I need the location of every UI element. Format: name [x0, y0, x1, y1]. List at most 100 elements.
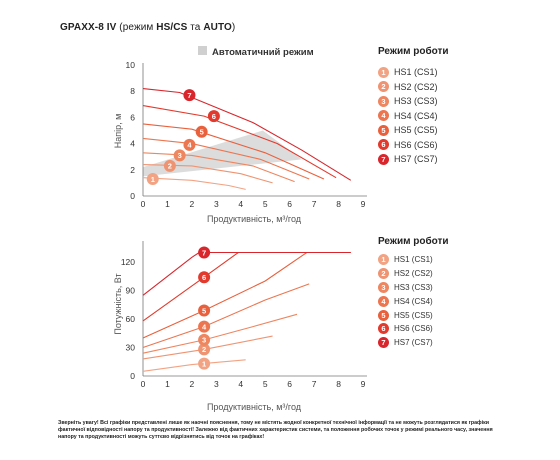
- head-legend-title: Режим роботи: [378, 46, 449, 57]
- series-marker-hs6: [198, 271, 211, 284]
- x-tick-label: 7: [312, 379, 317, 389]
- series-marker-hs1: [198, 357, 211, 370]
- y-tick-label: 120: [121, 257, 135, 267]
- x-tick-label: 2: [190, 199, 195, 209]
- legend-item-hs1: 1 HS1 (CS1): [378, 65, 449, 80]
- legend-badge: 6: [378, 323, 389, 335]
- y-tick-label: 10: [126, 60, 136, 70]
- legend-item-hs1: 1 HS1 (CS1): [378, 253, 449, 267]
- legend-badge: 7: [378, 337, 389, 349]
- series-marker-hs5: [198, 304, 211, 317]
- series-marker-label: 3: [178, 151, 182, 160]
- series-line-hs7: [142, 88, 352, 181]
- legend-badge: 1: [378, 66, 389, 78]
- legend-item-hs5: 5 HS5 (CS5): [378, 123, 449, 138]
- series-line-hs7: [142, 251, 351, 296]
- legend-badge: 7: [378, 153, 389, 165]
- x-tick-label: 2: [190, 379, 195, 389]
- head-y-label: Напір, м: [113, 114, 123, 149]
- y-tick-label: 30: [126, 343, 136, 353]
- auto-mode-region: [143, 130, 302, 177]
- series-marker-hs4: [183, 138, 196, 151]
- x-tick-label: 1: [165, 199, 170, 209]
- power-x-label: Продуктивність, м³/год: [207, 402, 302, 412]
- y-tick-label: 4: [130, 139, 135, 149]
- power-legend-title: Режим роботи: [378, 236, 449, 247]
- legend-badge: 6: [378, 139, 389, 151]
- series-marker-hs5: [195, 125, 208, 138]
- y-tick-label: 8: [130, 86, 135, 96]
- legend-badge: 2: [378, 81, 389, 93]
- legend-badge: 4: [378, 295, 389, 307]
- series-marker-label: 6: [212, 112, 216, 121]
- legend-badge: 3: [378, 95, 389, 107]
- series-marker-label: 2: [202, 345, 206, 354]
- legend-label: HS5 (CS5): [394, 125, 438, 136]
- legend-item-hs2: 2 HS2 (CS2): [378, 267, 449, 281]
- series-marker-label: 4: [187, 141, 192, 150]
- series-line-hs1: [142, 177, 246, 190]
- auto-legend-swatch: [198, 46, 207, 55]
- legend-item-hs7: 7 HS7 (CS7): [378, 336, 449, 350]
- series-marker-label: 5: [202, 306, 206, 315]
- legend-label: HS5 (CS5): [394, 310, 433, 320]
- y-tick-label: 60: [126, 314, 136, 324]
- legend-label: HS2 (CS2): [394, 81, 438, 92]
- legend-badge: 3: [378, 281, 389, 293]
- series-marker-label: 5: [200, 128, 204, 137]
- legend-item-hs5: 5 HS5 (CS5): [378, 308, 449, 322]
- head-legend: Режим роботи 1 HS1 (CS1) 2 HS2 (CS2) 3 HS3 (C…: [378, 46, 449, 167]
- x-tick-label: 5: [263, 199, 268, 209]
- y-tick-label: 0: [130, 191, 135, 201]
- legend-label: HS4 (CS4): [394, 110, 438, 121]
- legend-label: HS6 (CS6): [394, 139, 438, 150]
- series-line-hs4: [142, 283, 310, 349]
- legend-item-hs4: 4 HS4 (CS4): [378, 109, 449, 124]
- x-tick-label: 9: [361, 379, 366, 389]
- head-x-label: Продуктивність, м³/год: [207, 214, 302, 224]
- x-tick-label: 3: [214, 199, 219, 209]
- legend-badge: 5: [378, 124, 389, 136]
- series-marker-hs3: [173, 149, 186, 162]
- legend-label: HS3 (CS3): [394, 282, 433, 292]
- series-marker-hs7: [183, 89, 196, 102]
- x-tick-label: 0: [141, 379, 146, 389]
- series-marker-hs3: [198, 333, 211, 346]
- legend-label: HS7 (CS7): [394, 338, 433, 348]
- series-marker-label: 3: [202, 336, 206, 345]
- y-tick-label: 0: [130, 371, 135, 381]
- legend-label: HS4 (CS4): [394, 296, 433, 306]
- title-middle: (режим: [119, 22, 157, 33]
- x-tick-label: 8: [336, 199, 341, 209]
- disclaimer-note: Зверніть увагу! Всі графіки представлені…: [58, 420, 493, 440]
- title-suffix: ): [231, 22, 236, 33]
- x-tick-label: 5: [263, 379, 268, 389]
- title-hs: HS/CS: [156, 22, 188, 33]
- legend-item-hs6: 6 HS6 (CS6): [378, 138, 449, 153]
- series-marker-label: 1: [151, 175, 155, 184]
- legend-item-hs4: 4 HS4 (CS4): [378, 294, 449, 308]
- title-auto: AUTO: [203, 22, 232, 33]
- legend-label: HS2 (CS2): [394, 269, 433, 279]
- series-line-hs3: [142, 313, 298, 354]
- series-marker-label: 7: [202, 248, 206, 257]
- legend-label: HS1 (CS1): [394, 67, 438, 78]
- series-marker-label: 7: [187, 91, 191, 100]
- series-marker-hs2: [198, 343, 211, 356]
- title-model: XX-8 IV: [81, 22, 117, 33]
- legend-badge: 4: [378, 110, 389, 122]
- y-tick-label: 2: [130, 165, 135, 175]
- series-marker-hs1: [146, 172, 159, 185]
- title-ta: та: [190, 22, 201, 33]
- x-tick-label: 9: [361, 199, 366, 209]
- series-marker-label: 1: [202, 359, 206, 368]
- legend-badge: 1: [378, 254, 389, 266]
- auto-mode-label: Автоматичний режим: [212, 47, 314, 58]
- series-marker-label: 6: [202, 273, 206, 282]
- page-title: GPAXX-8 IV (режим HS/CS та AUTO): [60, 22, 235, 33]
- x-tick-label: 4: [238, 379, 243, 389]
- legend-item-hs3: 3 HS3 (CS3): [378, 94, 449, 109]
- x-tick-label: 4: [238, 199, 243, 209]
- series-line-hs6: [142, 105, 337, 179]
